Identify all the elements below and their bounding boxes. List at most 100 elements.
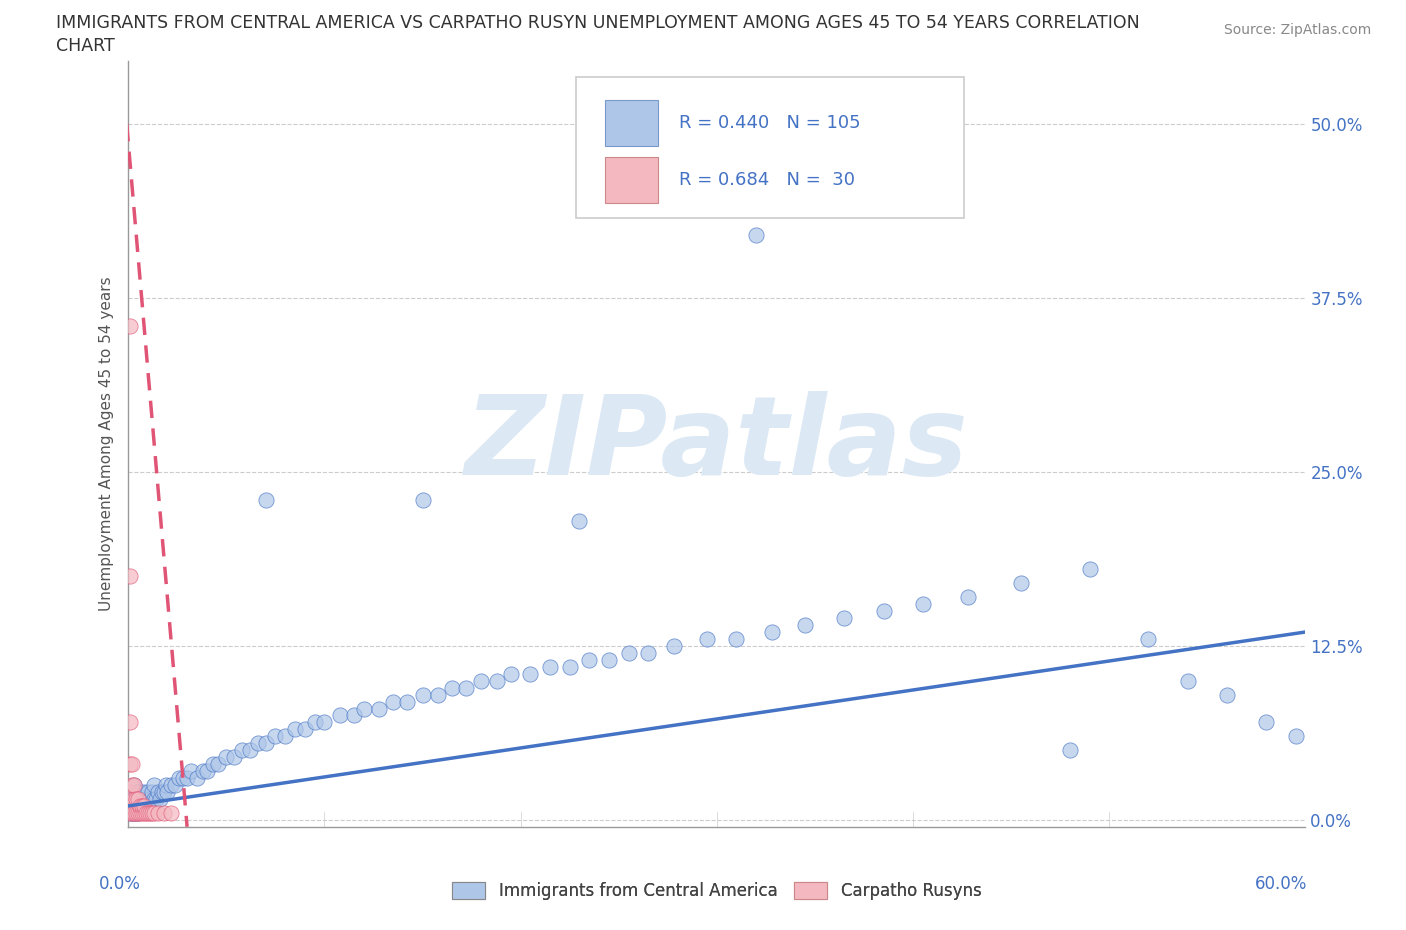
- Point: [131, 799, 153, 814]
- Point: [427, 687, 450, 702]
- Point: [132, 799, 155, 814]
- Point: [412, 687, 434, 702]
- Point: [304, 715, 326, 730]
- Point: [911, 597, 934, 612]
- Point: [122, 791, 145, 806]
- Point: [201, 757, 224, 772]
- Point: [176, 771, 198, 786]
- Text: IMMIGRANTS FROM CENTRAL AMERICA VS CARPATHO RUSYN UNEMPLOYMENT AMONG AGES 45 TO : IMMIGRANTS FROM CENTRAL AMERICA VS CARPA…: [56, 14, 1140, 32]
- Point: [136, 799, 159, 814]
- Point: [152, 805, 174, 820]
- Point: [127, 791, 149, 806]
- Point: [129, 799, 152, 814]
- Point: [343, 708, 366, 723]
- Point: [142, 791, 165, 806]
- Point: [142, 805, 165, 820]
- Text: R = 0.684   N =  30: R = 0.684 N = 30: [679, 171, 855, 189]
- Point: [207, 757, 229, 772]
- Point: [617, 645, 640, 660]
- Point: [132, 785, 155, 800]
- Point: [120, 785, 142, 800]
- Point: [142, 777, 165, 792]
- Point: [454, 680, 477, 695]
- Point: [1059, 743, 1081, 758]
- Point: [294, 722, 316, 737]
- Point: [519, 666, 541, 681]
- Point: [254, 736, 277, 751]
- Point: [637, 645, 659, 660]
- Point: [135, 791, 157, 806]
- Point: [125, 799, 148, 814]
- Point: [120, 785, 142, 800]
- Point: [1284, 729, 1306, 744]
- Point: [127, 805, 149, 820]
- Point: [1137, 631, 1160, 646]
- Point: [120, 715, 142, 730]
- Point: [121, 799, 143, 814]
- Point: [872, 604, 894, 618]
- Point: [122, 791, 145, 806]
- Point: [195, 764, 218, 778]
- Point: [129, 785, 152, 800]
- Point: [122, 805, 145, 820]
- Point: [172, 771, 194, 786]
- Point: [135, 805, 157, 820]
- Point: [121, 791, 143, 806]
- Point: [558, 659, 581, 674]
- Point: [121, 799, 143, 814]
- Point: [254, 492, 277, 507]
- Point: [156, 785, 179, 800]
- FancyBboxPatch shape: [575, 77, 965, 219]
- Point: [1216, 687, 1239, 702]
- Point: [160, 777, 183, 792]
- Legend: Immigrants from Central America, Carpatho Rusyns: Immigrants from Central America, Carpath…: [446, 875, 988, 907]
- Text: ZIPatlas: ZIPatlas: [465, 391, 969, 498]
- Point: [150, 785, 173, 800]
- Point: [1256, 715, 1278, 730]
- Point: [131, 799, 153, 814]
- Point: [578, 652, 600, 667]
- Point: [224, 750, 246, 764]
- Point: [125, 805, 148, 820]
- Point: [125, 791, 148, 806]
- Point: [129, 805, 152, 820]
- Point: [121, 805, 143, 820]
- Point: [368, 701, 391, 716]
- Point: [395, 694, 418, 709]
- Point: [662, 639, 685, 654]
- Point: [160, 805, 183, 820]
- Point: [122, 805, 145, 820]
- Point: [120, 805, 142, 820]
- Point: [165, 777, 187, 792]
- Text: CHART: CHART: [56, 37, 115, 55]
- Text: R = 0.440   N = 105: R = 0.440 N = 105: [679, 113, 860, 132]
- Point: [139, 799, 162, 814]
- Point: [145, 791, 167, 806]
- Point: [155, 777, 177, 792]
- Point: [264, 729, 287, 744]
- Point: [314, 715, 336, 730]
- Text: 0.0%: 0.0%: [98, 874, 141, 893]
- Point: [568, 513, 591, 528]
- Point: [127, 785, 149, 800]
- Point: [125, 785, 148, 800]
- Point: [745, 228, 768, 243]
- FancyBboxPatch shape: [605, 157, 658, 203]
- Point: [127, 805, 149, 820]
- Point: [538, 659, 561, 674]
- Point: [127, 791, 149, 806]
- Point: [486, 673, 509, 688]
- Point: [132, 799, 155, 814]
- Point: [440, 680, 463, 695]
- Point: [152, 785, 174, 800]
- Point: [239, 743, 262, 758]
- Point: [122, 777, 145, 792]
- Point: [146, 805, 169, 820]
- Point: [180, 764, 202, 778]
- Point: [125, 805, 148, 820]
- Point: [121, 757, 143, 772]
- Point: [129, 799, 152, 814]
- Point: [120, 569, 142, 584]
- FancyBboxPatch shape: [605, 100, 658, 146]
- Point: [141, 805, 163, 820]
